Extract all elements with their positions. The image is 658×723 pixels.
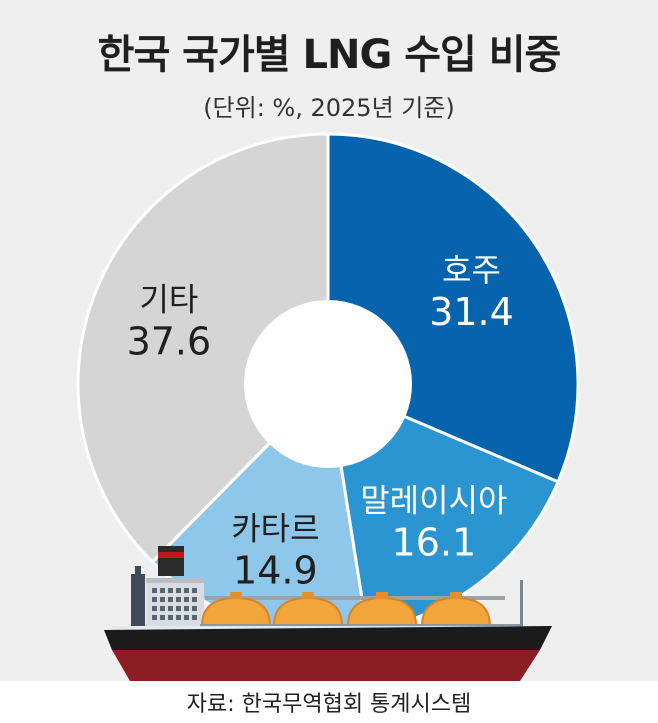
footer-band: [0, 681, 658, 723]
ship-window: [184, 615, 189, 620]
ship-window: [176, 588, 181, 593]
lng-carrier-ship-icon: [104, 546, 552, 681]
ship-window: [168, 597, 173, 602]
chart-title: 한국 국가별 LNG 수입 비중: [97, 32, 562, 78]
dome-cap: [230, 592, 242, 599]
slice-label-4: 기타: [139, 281, 198, 319]
slice-value-2: 16.1: [392, 521, 477, 565]
ship-window: [152, 588, 157, 593]
ship-window: [160, 615, 165, 620]
slice-value-4: 37.6: [127, 320, 212, 364]
ship-window: [152, 597, 157, 602]
ship-window: [176, 597, 181, 602]
ship-window: [192, 588, 197, 593]
ship-window: [184, 597, 189, 602]
ship-window: [184, 588, 189, 593]
slice-label-3: 카타르: [231, 510, 319, 548]
ship-window: [168, 615, 173, 620]
ship-window: [192, 597, 197, 602]
chart-subtitle: (단위: %, 2025년 기준): [203, 94, 455, 122]
slice-label-1: 호주: [442, 251, 501, 289]
ship-window: [152, 606, 157, 611]
slice-label-2: 말레이시아: [360, 482, 507, 520]
donut-hole: [244, 300, 412, 468]
pie-slice-4: [76, 132, 330, 565]
ship-window: [160, 597, 165, 602]
ship-window: [184, 606, 189, 611]
ship-window: [192, 606, 197, 611]
dome-cap: [376, 592, 388, 599]
slice-value-1: 31.4: [429, 290, 514, 334]
ship-window: [176, 615, 181, 620]
ship-window: [176, 606, 181, 611]
dome-cap: [302, 592, 314, 599]
ship-window: [160, 606, 165, 611]
ship-window: [168, 606, 173, 611]
ship-window: [152, 615, 157, 620]
ship-window: [192, 615, 197, 620]
slice-value-3: 14.9: [233, 549, 318, 593]
ship-window: [160, 588, 165, 593]
dome-cap: [450, 592, 462, 599]
ship-window: [168, 588, 173, 593]
source-note: 자료: 한국무역협회 통계시스템: [186, 692, 472, 717]
